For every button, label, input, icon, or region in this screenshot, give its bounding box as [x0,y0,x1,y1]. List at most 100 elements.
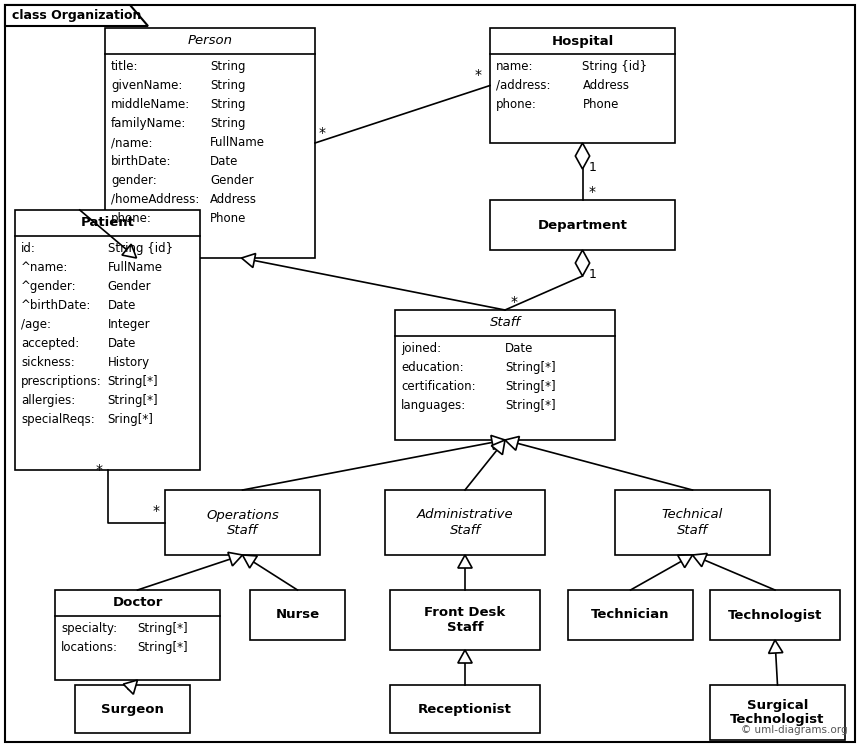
Text: *: * [511,295,518,309]
Text: Date: Date [210,155,238,168]
Text: Doctor: Doctor [113,597,163,610]
Polygon shape [458,555,472,568]
Text: Front Desk
Staff: Front Desk Staff [424,606,506,634]
FancyBboxPatch shape [55,590,220,680]
Text: Technologist: Technologist [728,609,822,622]
Text: History: History [108,356,150,369]
Polygon shape [123,680,138,694]
Text: accepted:: accepted: [21,337,79,350]
Text: FullName: FullName [108,261,163,274]
Text: familyName:: familyName: [111,117,187,130]
Polygon shape [678,555,692,568]
Text: /name:: /name: [111,136,152,149]
Polygon shape [491,440,505,455]
Text: *: * [153,503,160,518]
Text: education:: education: [401,361,464,374]
FancyBboxPatch shape [710,685,845,740]
Text: String[*]: String[*] [505,399,556,412]
FancyBboxPatch shape [710,590,840,640]
Text: Date: Date [108,299,136,312]
Text: gender:: gender: [111,174,157,187]
Polygon shape [122,244,137,258]
FancyBboxPatch shape [390,590,540,650]
Text: String: String [210,98,245,111]
Text: String[*]: String[*] [108,394,158,407]
Text: certification:: certification: [401,380,476,393]
Text: Hospital: Hospital [551,34,614,48]
Text: 1: 1 [588,161,596,174]
Text: /address:: /address: [496,79,550,92]
Text: Date: Date [108,337,136,350]
Polygon shape [575,250,590,276]
Text: /homeAddress:: /homeAddress: [111,193,200,206]
FancyBboxPatch shape [75,685,190,733]
Text: String {id}: String {id} [108,242,173,255]
FancyBboxPatch shape [568,590,693,640]
Text: Operations
Staff: Operations Staff [206,509,279,536]
Text: Gender: Gender [210,174,254,187]
FancyBboxPatch shape [165,490,320,555]
Text: Patient: Patient [81,217,134,229]
Text: id:: id: [21,242,36,255]
Text: String[*]: String[*] [505,380,556,393]
Text: FullName: FullName [210,136,265,149]
Text: /age:: /age: [21,318,51,331]
Polygon shape [5,5,148,26]
Text: Address: Address [582,79,630,92]
FancyBboxPatch shape [15,210,200,470]
Text: title:: title: [111,60,138,73]
FancyBboxPatch shape [250,590,345,640]
Polygon shape [692,554,707,567]
Text: Gender: Gender [108,280,151,293]
Text: Address: Address [210,193,257,206]
Text: String[*]: String[*] [505,361,556,374]
Text: class Organization: class Organization [12,8,141,22]
FancyBboxPatch shape [5,5,855,742]
Text: String[*]: String[*] [108,375,158,388]
Text: Date: Date [505,342,533,355]
Text: birthDate:: birthDate: [111,155,171,168]
Text: Person: Person [187,34,232,48]
FancyBboxPatch shape [615,490,770,555]
Text: joined:: joined: [401,342,441,355]
Text: Department: Department [538,219,628,232]
Text: Technical
Staff: Technical Staff [662,509,723,536]
Text: 1: 1 [588,268,596,281]
FancyBboxPatch shape [490,200,675,250]
Text: prescriptions:: prescriptions: [21,375,101,388]
FancyBboxPatch shape [385,490,545,555]
Text: *: * [475,69,482,82]
Text: © uml-diagrams.org: © uml-diagrams.org [741,725,848,735]
Text: phone:: phone: [496,98,537,111]
Text: specialty:: specialty: [61,622,117,635]
Text: String: String [210,79,245,92]
Polygon shape [243,555,257,568]
FancyBboxPatch shape [395,310,615,440]
Text: specialReqs:: specialReqs: [21,413,95,426]
Text: Phone: Phone [210,212,246,225]
Text: Receptionist: Receptionist [418,702,512,716]
Text: givenName:: givenName: [111,79,182,92]
Text: ^name:: ^name: [21,261,69,274]
Polygon shape [769,640,783,654]
Text: Surgical
Technologist: Surgical Technologist [730,698,825,727]
Text: String[*]: String[*] [138,622,188,635]
Polygon shape [458,650,472,663]
Text: *: * [319,126,326,140]
Text: Phone: Phone [582,98,619,111]
Text: *: * [95,463,102,477]
Text: *: * [588,185,595,199]
Text: String: String [210,60,245,73]
Text: sickness:: sickness: [21,356,75,369]
Text: Sring[*]: Sring[*] [108,413,153,426]
Polygon shape [228,552,243,566]
Text: String[*]: String[*] [138,641,188,654]
Text: Integer: Integer [108,318,150,331]
Text: Surgeon: Surgeon [101,702,164,716]
Text: ^birthDate:: ^birthDate: [21,299,91,312]
Polygon shape [575,143,590,169]
Polygon shape [242,253,255,267]
Polygon shape [505,436,519,450]
Text: languages:: languages: [401,399,466,412]
Text: String {id}: String {id} [582,60,648,73]
